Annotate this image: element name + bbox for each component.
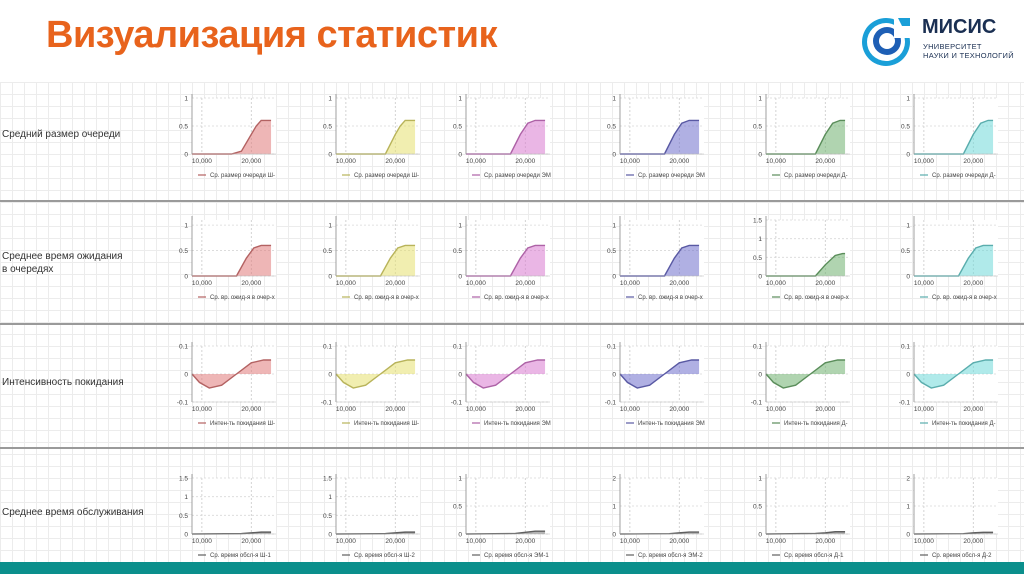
row-label-queue-size: Средний размер очереди bbox=[2, 129, 121, 140]
misis-logo-icon bbox=[862, 12, 918, 66]
misis-logo: МИСИС УНИВЕРСИТЕТ НАУКИ И ТЕХНОЛОГИЙ bbox=[858, 8, 1018, 76]
footer-bar bbox=[0, 562, 1024, 574]
logo-name: МИСИС bbox=[922, 16, 997, 38]
page-title: Визуализация статистик bbox=[46, 14, 497, 56]
row-label-wait-time: Среднее время ожидания в очередях bbox=[2, 251, 123, 275]
statistics-grid bbox=[0, 82, 1024, 562]
row-label-leave-intensity: Интенсивность покидания bbox=[2, 377, 124, 388]
logo-subtitle-1: УНИВЕРСИТЕТ bbox=[923, 42, 982, 51]
row-label-service-time: Среднее время обслуживания bbox=[2, 507, 144, 518]
logo-subtitle-2: НАУКИ И ТЕХНОЛОГИЙ bbox=[923, 51, 1014, 60]
row-separator bbox=[0, 447, 1024, 449]
row-separator bbox=[0, 323, 1024, 325]
row-separator bbox=[0, 200, 1024, 202]
